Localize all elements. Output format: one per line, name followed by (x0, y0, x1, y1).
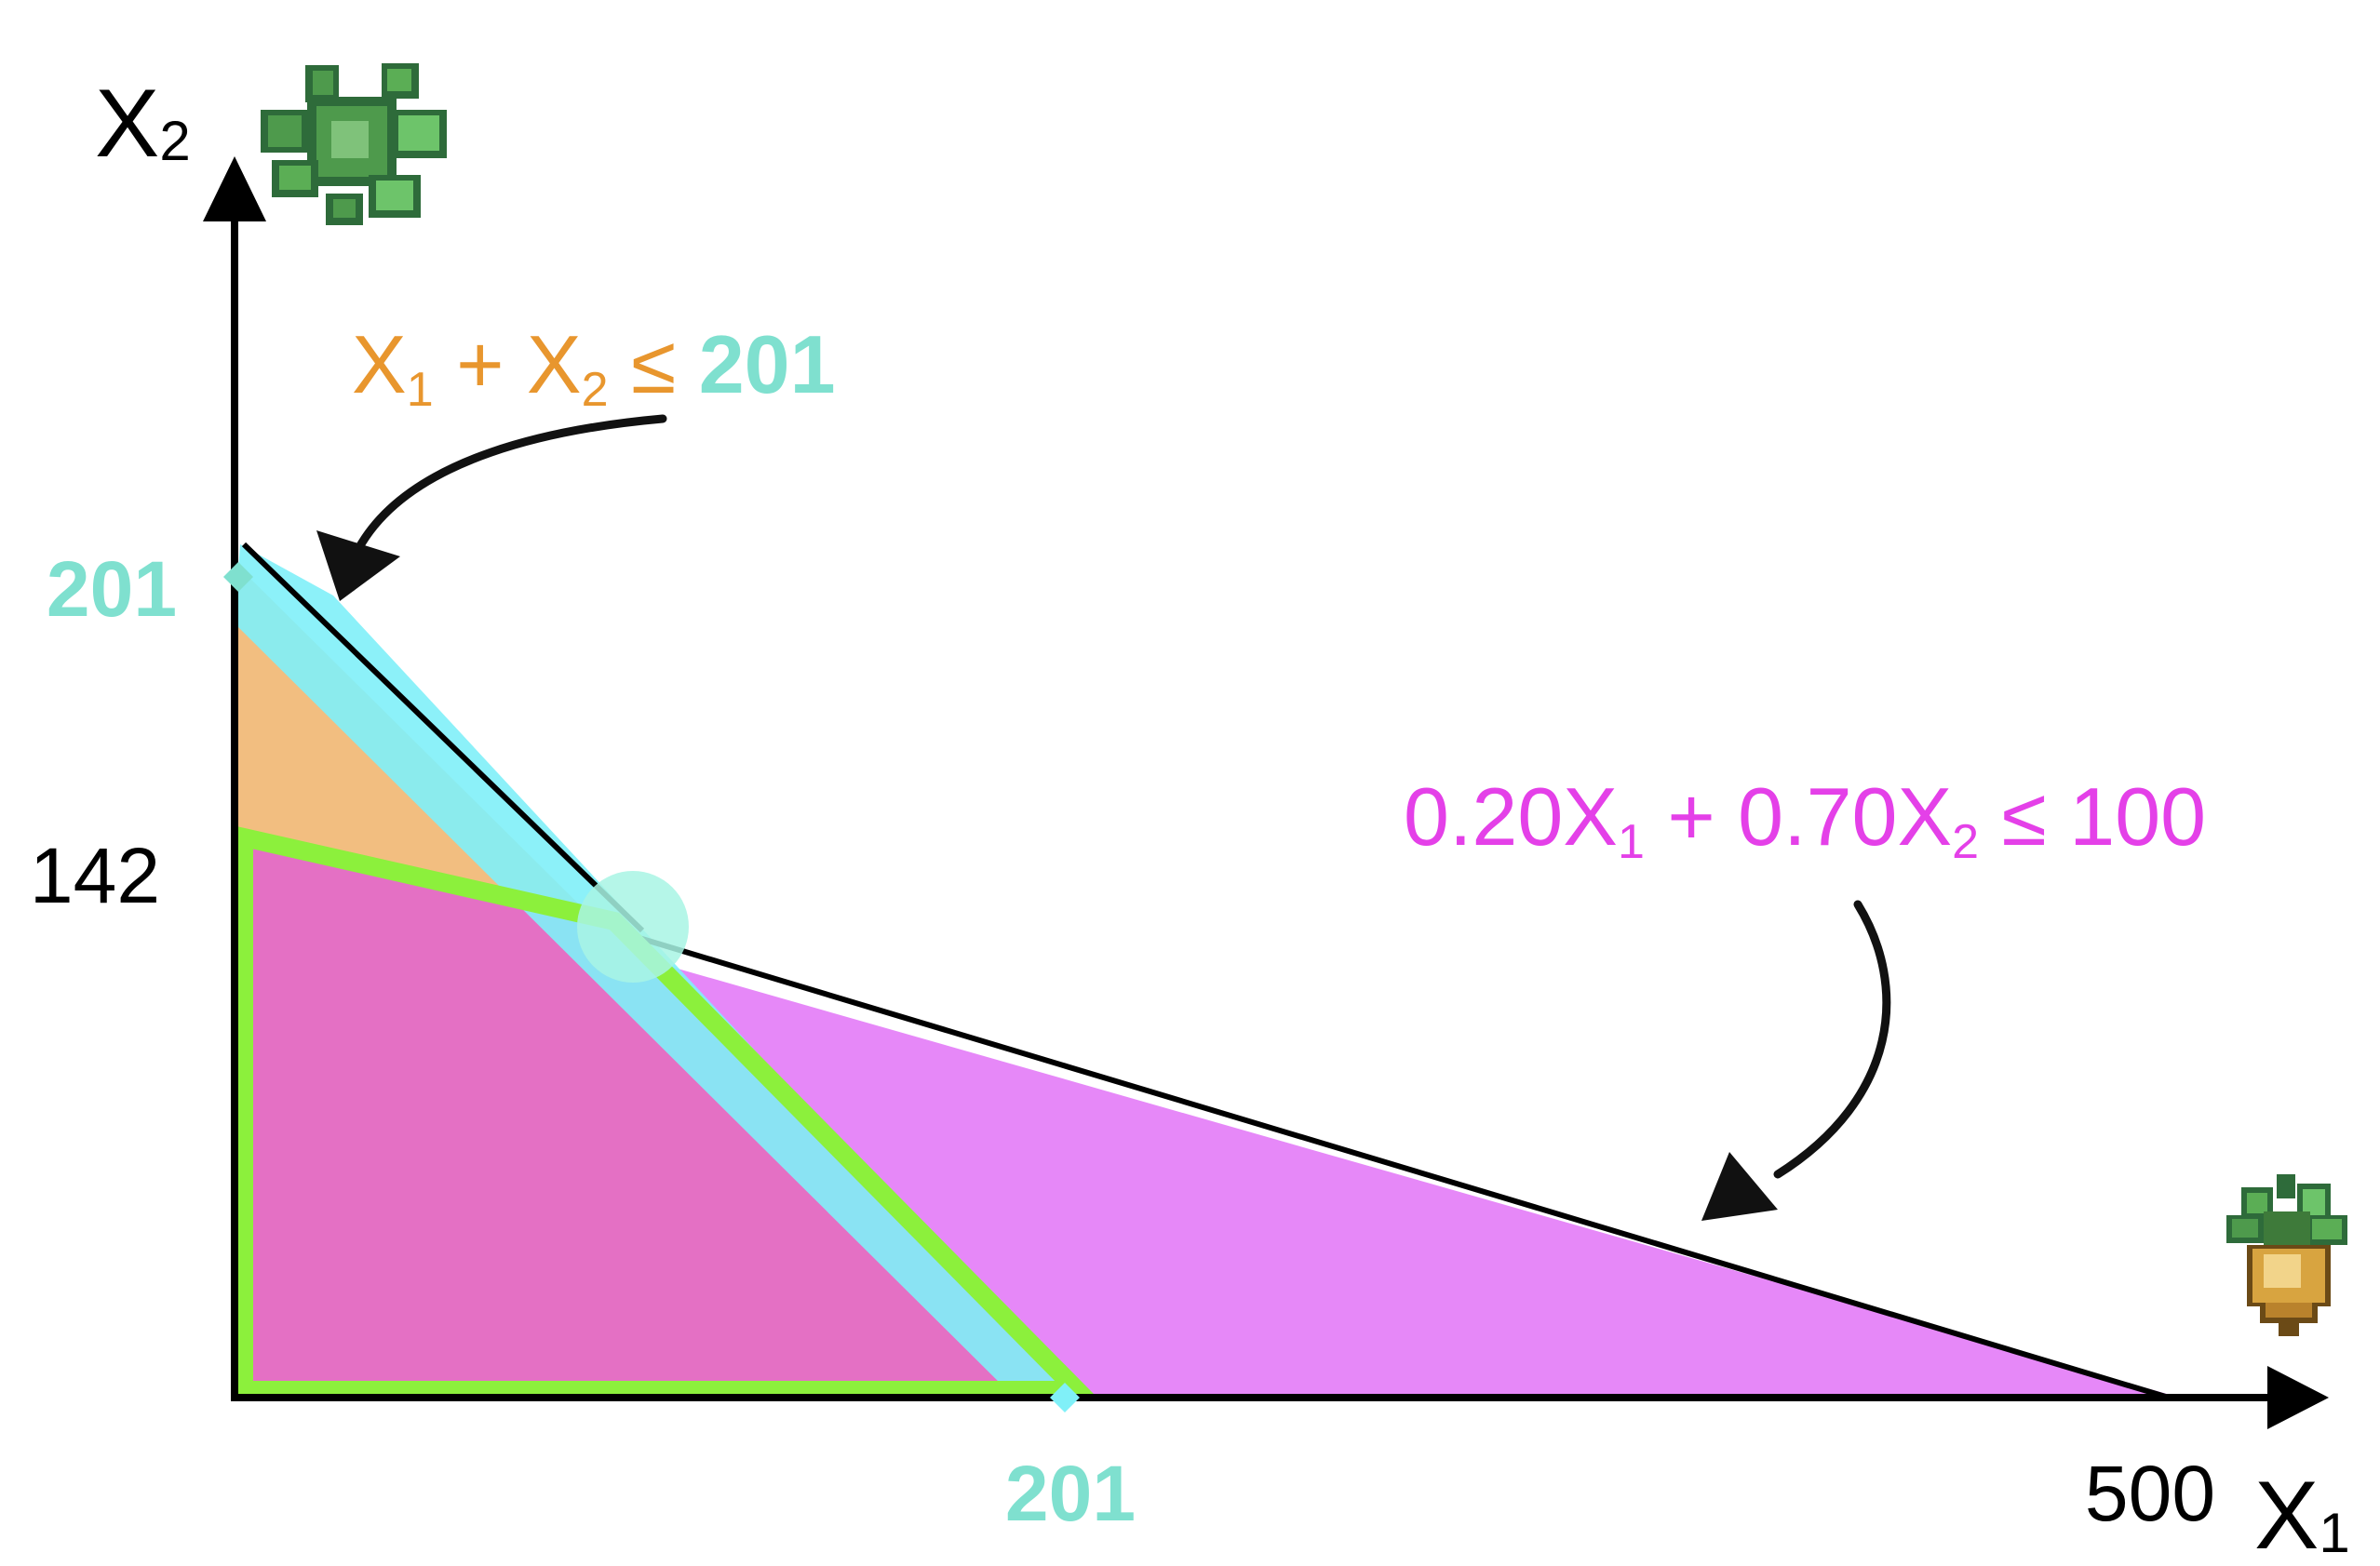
x-intercept-201-marker (1050, 1383, 1080, 1412)
x-axis-label: X1 (2254, 1462, 2350, 1561)
constraint-2-line (613, 928, 2170, 1400)
optimal-point (577, 871, 689, 983)
y-tick-201: 201 (47, 545, 177, 633)
root-vegetable-icon (2226, 1174, 2347, 1336)
constraint-1-pointer-arrow (316, 414, 667, 601)
constraint-1-line (241, 542, 645, 933)
y-tick-142: 142 (30, 832, 160, 919)
x-tick-500: 500 (2085, 1450, 2215, 1537)
constraint-1-label: X1 + X2 ≤ 201 (352, 318, 836, 417)
constraint-2-pointer-arrow (1701, 900, 1891, 1221)
x-axis-arrowhead (2267, 1366, 2329, 1429)
y-axis-arrowhead (203, 156, 266, 221)
y-axis-label: X2 (95, 70, 191, 178)
feasible-region-outline (235, 825, 1099, 1399)
y-intercept-201-marker (223, 562, 253, 592)
x-tick-201: 201 (1005, 1450, 1136, 1537)
constraint-2-label: 0.20X1 + 0.70X2 ≤ 100 (1404, 770, 2206, 869)
leafy-vegetable-icon (261, 63, 447, 225)
feasible-region-fill (235, 842, 1077, 1398)
